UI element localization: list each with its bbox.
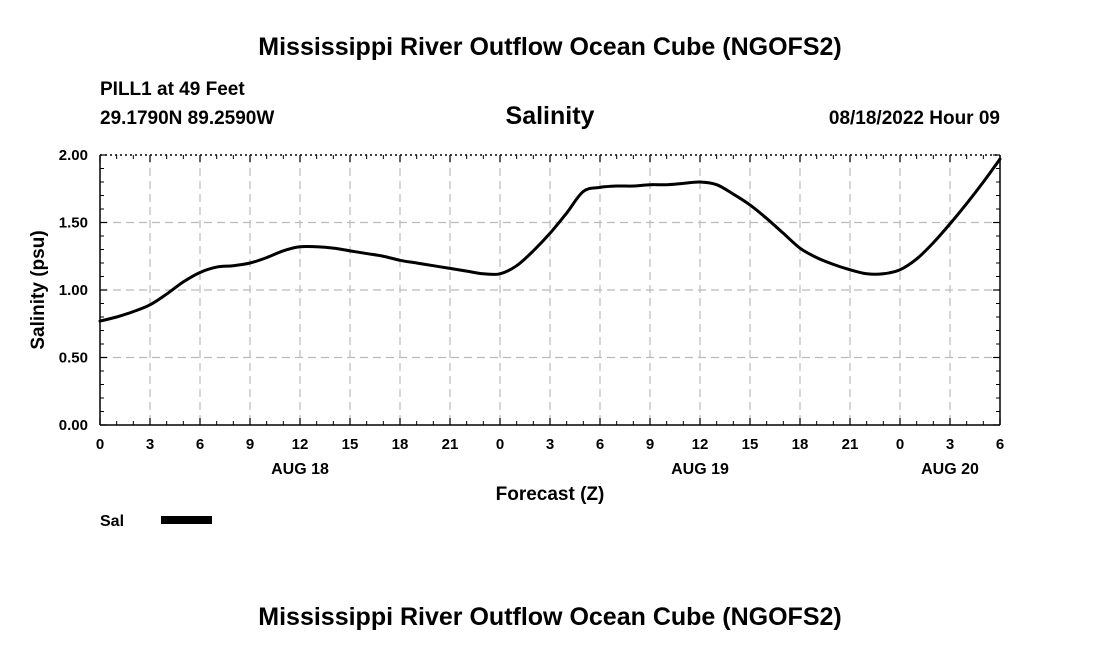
y-tick-label: 1.50 — [59, 215, 88, 232]
legend-swatch — [161, 516, 212, 524]
y-tick-label: 0.50 — [59, 350, 88, 367]
x-tick-label: 6 — [196, 436, 204, 453]
axes — [99, 154, 1001, 426]
x-tick-label: 6 — [596, 436, 604, 453]
grid — [100, 155, 1000, 425]
x-tick-label: 9 — [246, 436, 254, 453]
date-label: AUG 19 — [671, 461, 729, 478]
y-tick-label: 0.00 — [59, 417, 88, 434]
x-tick-label: 3 — [546, 436, 554, 453]
legend-label: Sal — [100, 513, 124, 530]
x-tick-label: 15 — [742, 436, 759, 453]
x-tick-label: 18 — [392, 436, 409, 453]
x-tick-label: 21 — [842, 436, 859, 453]
station-label: PILL1 at 49 Feet — [100, 79, 245, 100]
x-tick-label: 0 — [896, 436, 904, 453]
x-axis-label: Forecast (Z) — [496, 484, 605, 505]
coordinates-label: 29.1790N 89.2590W — [100, 108, 274, 129]
x-tick-label: 3 — [146, 436, 154, 453]
x-tick-label: 21 — [442, 436, 459, 453]
x-tick-label: 12 — [292, 436, 309, 453]
series — [98, 157, 1002, 323]
plot-title: Salinity — [506, 102, 595, 130]
y-tick-label: 1.00 — [59, 282, 88, 299]
x-tick-label: 18 — [792, 436, 809, 453]
datetime-label: 08/18/2022 Hour 09 — [829, 108, 1000, 129]
tick-labels: 0 3 6 9 12 15 18 21 0 3 6 9 12 15 18 21 0 3 6 0.00 0.50 1.00 1… — [59, 147, 1004, 453]
date-label: AUG 18 — [271, 461, 329, 478]
y-tick-label: 2.00 — [59, 147, 88, 164]
x-tick-label: 9 — [646, 436, 654, 453]
x-tick-label: 12 — [692, 436, 709, 453]
y-axis-label: Salinity (psu) — [28, 230, 49, 349]
x-tick-label: 15 — [342, 436, 359, 453]
chart-title: Mississippi River Outflow Ocean Cube (NG… — [258, 33, 841, 61]
date-label: AUG 20 — [921, 461, 979, 478]
date-labels: AUG 18 AUG 19 AUG 20 — [271, 461, 979, 478]
x-tick-label: 0 — [496, 436, 504, 453]
x-tick-label: 0 — [96, 436, 104, 453]
series-line-sal — [98, 157, 1002, 323]
x-tick-label: 6 — [996, 436, 1004, 453]
x-tick-label: 3 — [946, 436, 954, 453]
footer-title: Mississippi River Outflow Ocean Cube (NG… — [258, 603, 841, 631]
